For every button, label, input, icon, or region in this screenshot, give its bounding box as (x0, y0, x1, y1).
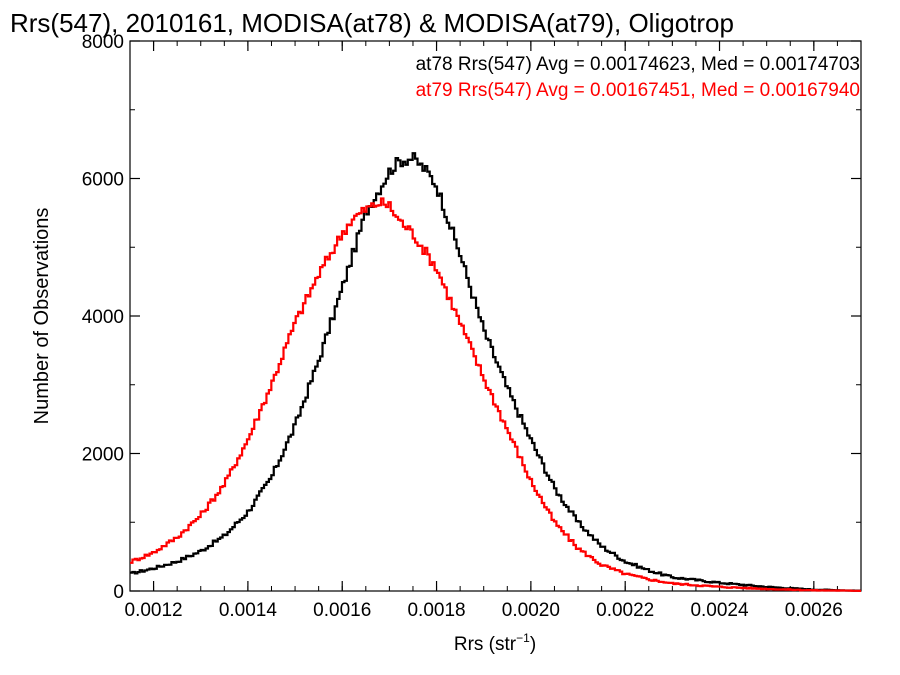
y-tick-label: 8000 (82, 32, 124, 53)
y-tick-labels: 0 2000 4000 6000 8000 (82, 32, 124, 603)
x-tick-labels: 0.0012 0.0014 0.0016 0.0018 0.0020 0.0022 0.00… (125, 600, 843, 621)
plot-frame (129, 40, 862, 592)
y-tick-label: 2000 (82, 445, 124, 466)
y-axis-label: Number of Observations (31, 208, 53, 425)
y-tick-label: 0 (113, 582, 124, 603)
series-annotation-at78: at78 Rrs(547) Avg = 0.00174623, Med = 0.… (416, 54, 860, 75)
x-tick-label: 0.0014 (219, 600, 278, 621)
x-axis-label-main: Rrs (str (454, 634, 517, 655)
x-tick-label: 0.0026 (785, 600, 843, 621)
series-layer (130, 152, 861, 592)
x-tick-label: 0.0022 (596, 600, 654, 621)
axis-ticks (129, 40, 862, 592)
x-tick-label: 0.0020 (502, 600, 560, 621)
x-tick-label: 0.0016 (313, 600, 371, 621)
series-line-at79 (130, 197, 861, 592)
x-tick-label: 0.0018 (407, 600, 465, 621)
y-tick-label: 6000 (82, 170, 124, 191)
x-tick-label: 0.0024 (690, 600, 749, 621)
series-annotation-at79: at79 Rrs(547) Avg = 0.00167451, Med = 0.… (416, 80, 860, 101)
y-tick-label: 4000 (82, 307, 124, 328)
x-tick-label: 0.0012 (125, 600, 183, 621)
x-axis-label-close: ) (530, 634, 536, 655)
chart-title: Rrs(547), 2010161, MODISA(at78) & MODISA… (10, 8, 734, 38)
x-axis-label-superscript: −1 (516, 631, 530, 645)
series-line-at78 (130, 152, 861, 592)
x-axis-label: Rrs (str−1) (454, 631, 536, 655)
